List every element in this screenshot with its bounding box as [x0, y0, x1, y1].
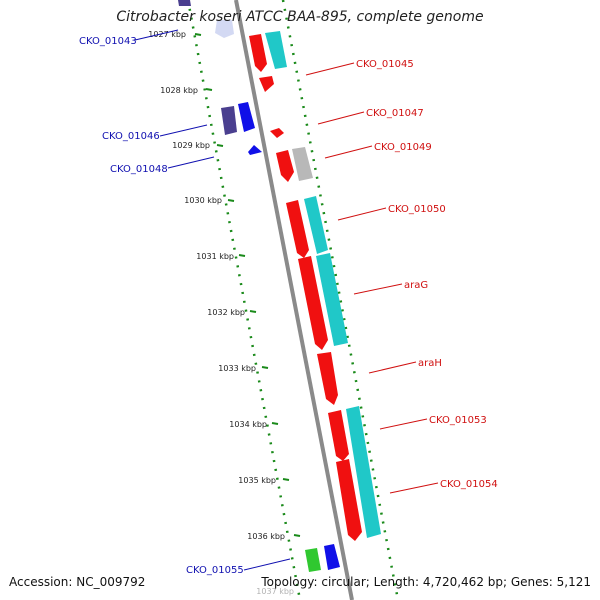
inner-tick-ring: [281, 0, 400, 600]
gene-red-01047[interactable]: [270, 128, 284, 138]
gene-label-cko-01054: CKO_01054: [440, 479, 498, 490]
accession-text: Accession: NC_009792: [9, 575, 146, 589]
tick-label: 1035 kbp: [238, 476, 276, 485]
gene-gray-01049b[interactable]: [292, 147, 313, 181]
gene-label-cko-01043: CKO_01043: [79, 36, 137, 47]
gene-faded-top-1: [215, 20, 234, 38]
tick-label: 1029 kbp: [172, 141, 210, 150]
tick-label: 1034 kbp: [229, 420, 267, 429]
tick-1032: 1032 kbp: [207, 308, 257, 317]
gene-navy-01046[interactable]: [221, 106, 237, 135]
outer-tick-ring: [186, 0, 302, 600]
tick-1028: 1028 kbp: [160, 86, 213, 95]
genome-backbone: [234, 0, 354, 600]
gene-blue-01048[interactable]: [248, 145, 262, 155]
gene-label-cko-01045: CKO_01045: [356, 59, 414, 70]
tick-1037: 1037 kbp: [256, 587, 294, 596]
tick-1035: 1035 kbp: [238, 476, 290, 485]
gene-cyan-araGb[interactable]: [316, 253, 348, 346]
gene-label-cko-01048: CKO_01048: [110, 164, 168, 175]
gene-label-cko-01049: CKO_01049: [374, 142, 432, 153]
topology-text: Topology: circular; Length: 4,720,462 bp…: [261, 575, 591, 589]
gene-green-01055[interactable]: [305, 548, 321, 572]
gene-red-01054[interactable]: [336, 459, 362, 541]
gene-label-cko-01047: CKO_01047: [366, 108, 424, 119]
tick-1027: 1027 kbp: [148, 30, 202, 39]
gene-cyan-01050b[interactable]: [304, 196, 328, 254]
tick-label: 1031 kbp: [196, 252, 234, 261]
gene-red-01050[interactable]: [286, 200, 309, 258]
tick-1033: 1033 kbp: [218, 364, 269, 373]
tick-1034: 1034 kbp: [229, 420, 279, 429]
map-title: Citrobacter koseri ATCC BAA-895, complet…: [116, 9, 484, 25]
gene-label-cko-01050: CKO_01050: [388, 204, 446, 215]
gene-blue-01055b[interactable]: [324, 544, 340, 570]
tick-label: 1037 kbp: [256, 587, 294, 596]
gene-red-01049[interactable]: [276, 150, 294, 182]
tick-1031: 1031 kbp: [196, 252, 246, 261]
gene-label-cko-01055: CKO_01055: [186, 565, 244, 576]
tick-label: 1032 kbp: [207, 308, 245, 317]
gene-cyan-01053b[interactable]: [346, 406, 381, 538]
gene-label-arag: araG: [404, 280, 428, 291]
tick-label: 1027 kbp: [148, 30, 186, 39]
tick-1029: 1029 kbp: [172, 141, 224, 150]
gene-blue-01046b[interactable]: [238, 102, 255, 132]
gene-label-cko-01053: CKO_01053: [429, 415, 487, 426]
tick-label: 1033 kbp: [218, 364, 256, 373]
tick-1036: 1036 kbp: [247, 532, 301, 541]
tick-label: 1030 kbp: [184, 196, 222, 205]
gene-faded-top-2: [178, 0, 191, 6]
gene-red-araG[interactable]: [298, 256, 328, 350]
gene-red-01045[interactable]: [259, 76, 274, 92]
gene-red-araH[interactable]: [317, 352, 338, 405]
gene-cyan-01044b[interactable]: [265, 31, 287, 69]
gene-red-01044[interactable]: [249, 34, 267, 72]
gene-label-arah: araH: [418, 358, 442, 369]
tick-label: 1028 kbp: [160, 86, 198, 95]
tick-1030: 1030 kbp: [184, 196, 235, 205]
gene-red-01053[interactable]: [328, 410, 349, 461]
tick-label: 1036 kbp: [247, 532, 285, 541]
gene-label-cko-01046: CKO_01046: [102, 131, 160, 142]
